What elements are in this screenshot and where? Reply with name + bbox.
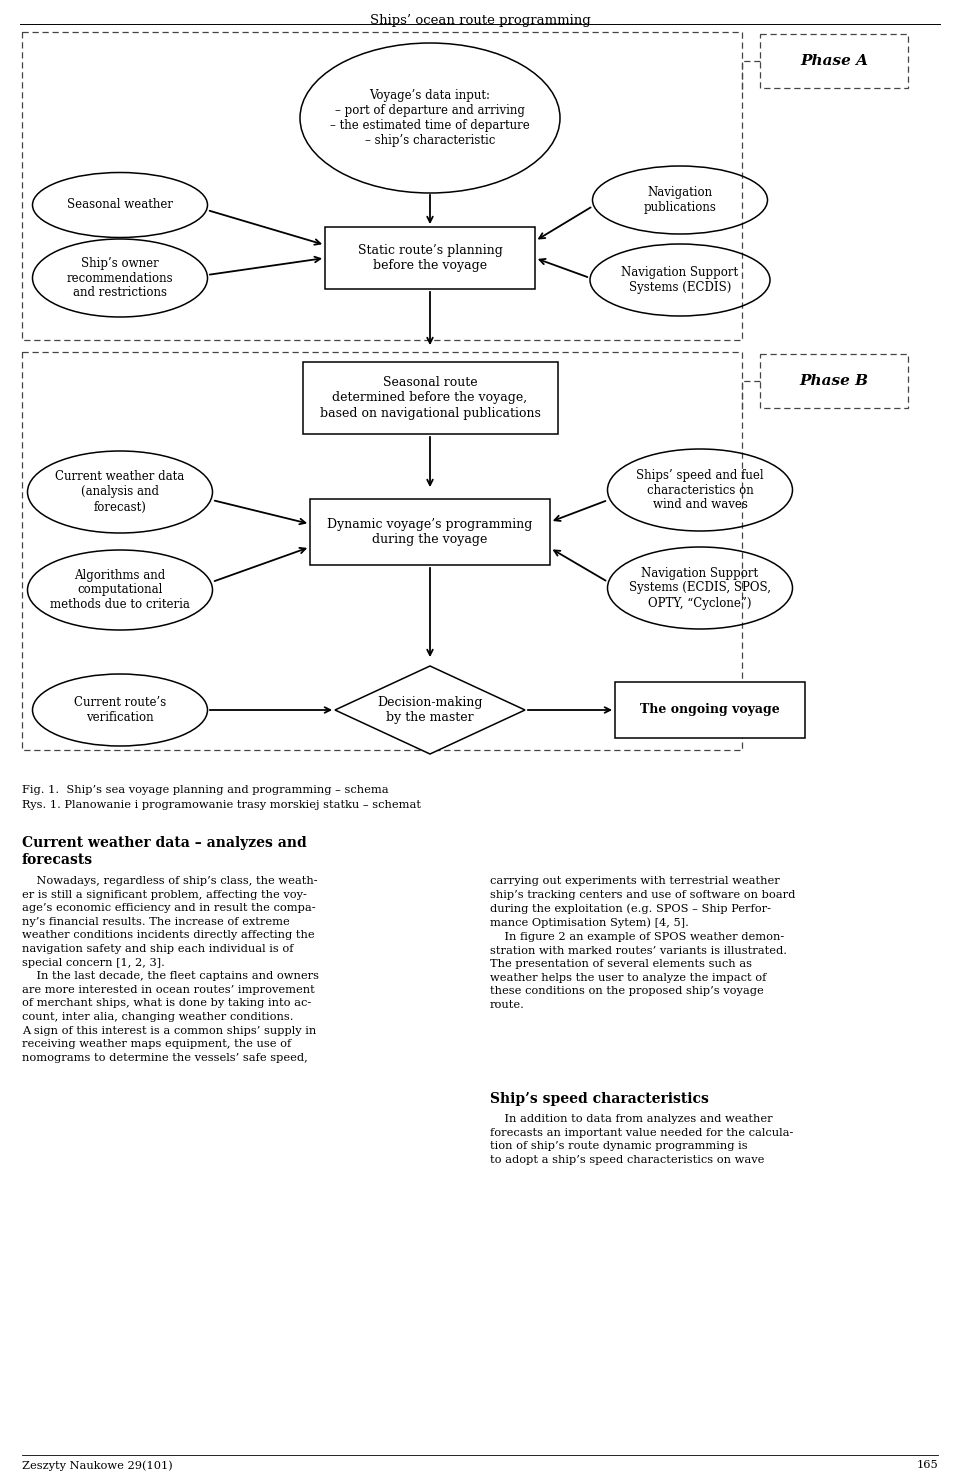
Bar <box>325 228 535 290</box>
Text: Ship’s speed characteristics: Ship’s speed characteristics <box>490 1092 708 1106</box>
Text: 165: 165 <box>916 1460 938 1471</box>
Text: Dynamic voyage’s programming
during the voyage: Dynamic voyage’s programming during the … <box>327 517 533 545</box>
Bar <box>760 34 908 89</box>
Text: Navigation Support
Systems (ECDIS): Navigation Support Systems (ECDIS) <box>621 266 738 294</box>
Text: forecasts: forecasts <box>22 853 93 868</box>
Text: Ships’ speed and fuel
characteristics on
wind and waves: Ships’ speed and fuel characteristics on… <box>636 469 764 511</box>
Text: Navigation
publications: Navigation publications <box>643 186 716 214</box>
Text: Phase A: Phase A <box>800 55 868 68</box>
Bar <box>22 33 742 340</box>
Text: Ship’s owner
recommendations
and restrictions: Ship’s owner recommendations and restric… <box>66 257 174 300</box>
Text: In addition to data from analyzes and weather
forecasts an important value neede: In addition to data from analyzes and we… <box>490 1114 793 1165</box>
Text: Navigation Support
Systems (ECDIS, SPOS,
OPTY, “Cyclone”): Navigation Support Systems (ECDIS, SPOS,… <box>629 566 771 609</box>
Text: Rys. 1. Planowanie i programowanie trasy morskiej statku – schemat: Rys. 1. Planowanie i programowanie trasy… <box>22 800 421 810</box>
Bar <box>615 681 805 738</box>
Text: Seasonal weather: Seasonal weather <box>67 198 173 211</box>
Bar <box>22 352 742 749</box>
Text: carrying out experiments with terrestrial weather
ship’s tracking centers and us: carrying out experiments with terrestria… <box>490 876 796 1009</box>
Text: Decision-making
by the master: Decision-making by the master <box>377 696 483 724</box>
Text: Algorithms and
computational
methods due to criteria: Algorithms and computational methods due… <box>50 569 190 612</box>
Bar <box>760 355 908 408</box>
Text: Current weather data
(analysis and
forecast): Current weather data (analysis and forec… <box>56 470 184 513</box>
Text: Ships’ ocean route programming: Ships’ ocean route programming <box>370 13 590 27</box>
Text: Zeszyty Naukowe 29(101): Zeszyty Naukowe 29(101) <box>22 1460 173 1471</box>
Bar <box>302 362 558 435</box>
Text: Phase B: Phase B <box>800 374 869 389</box>
Text: Fig. 1.  Ship’s sea voyage planning and programming – schema: Fig. 1. Ship’s sea voyage planning and p… <box>22 785 389 795</box>
Text: Voyage’s data input:
– port of departure and arriving
– the estimated time of de: Voyage’s data input: – port of departure… <box>330 89 530 146</box>
Polygon shape <box>335 667 525 754</box>
Text: Seasonal route
determined before the voyage,
based on navigational publications: Seasonal route determined before the voy… <box>320 377 540 420</box>
Text: Current weather data – analyzes and: Current weather data – analyzes and <box>22 837 307 850</box>
Bar <box>310 500 550 565</box>
Text: The ongoing voyage: The ongoing voyage <box>640 704 780 717</box>
Text: Current route’s
verification: Current route’s verification <box>74 696 166 724</box>
Text: Nowadays, regardless of ship’s class, the weath-
er is still a significant probl: Nowadays, regardless of ship’s class, th… <box>22 876 319 1063</box>
Text: Static route’s planning
before the voyage: Static route’s planning before the voyag… <box>357 244 502 272</box>
